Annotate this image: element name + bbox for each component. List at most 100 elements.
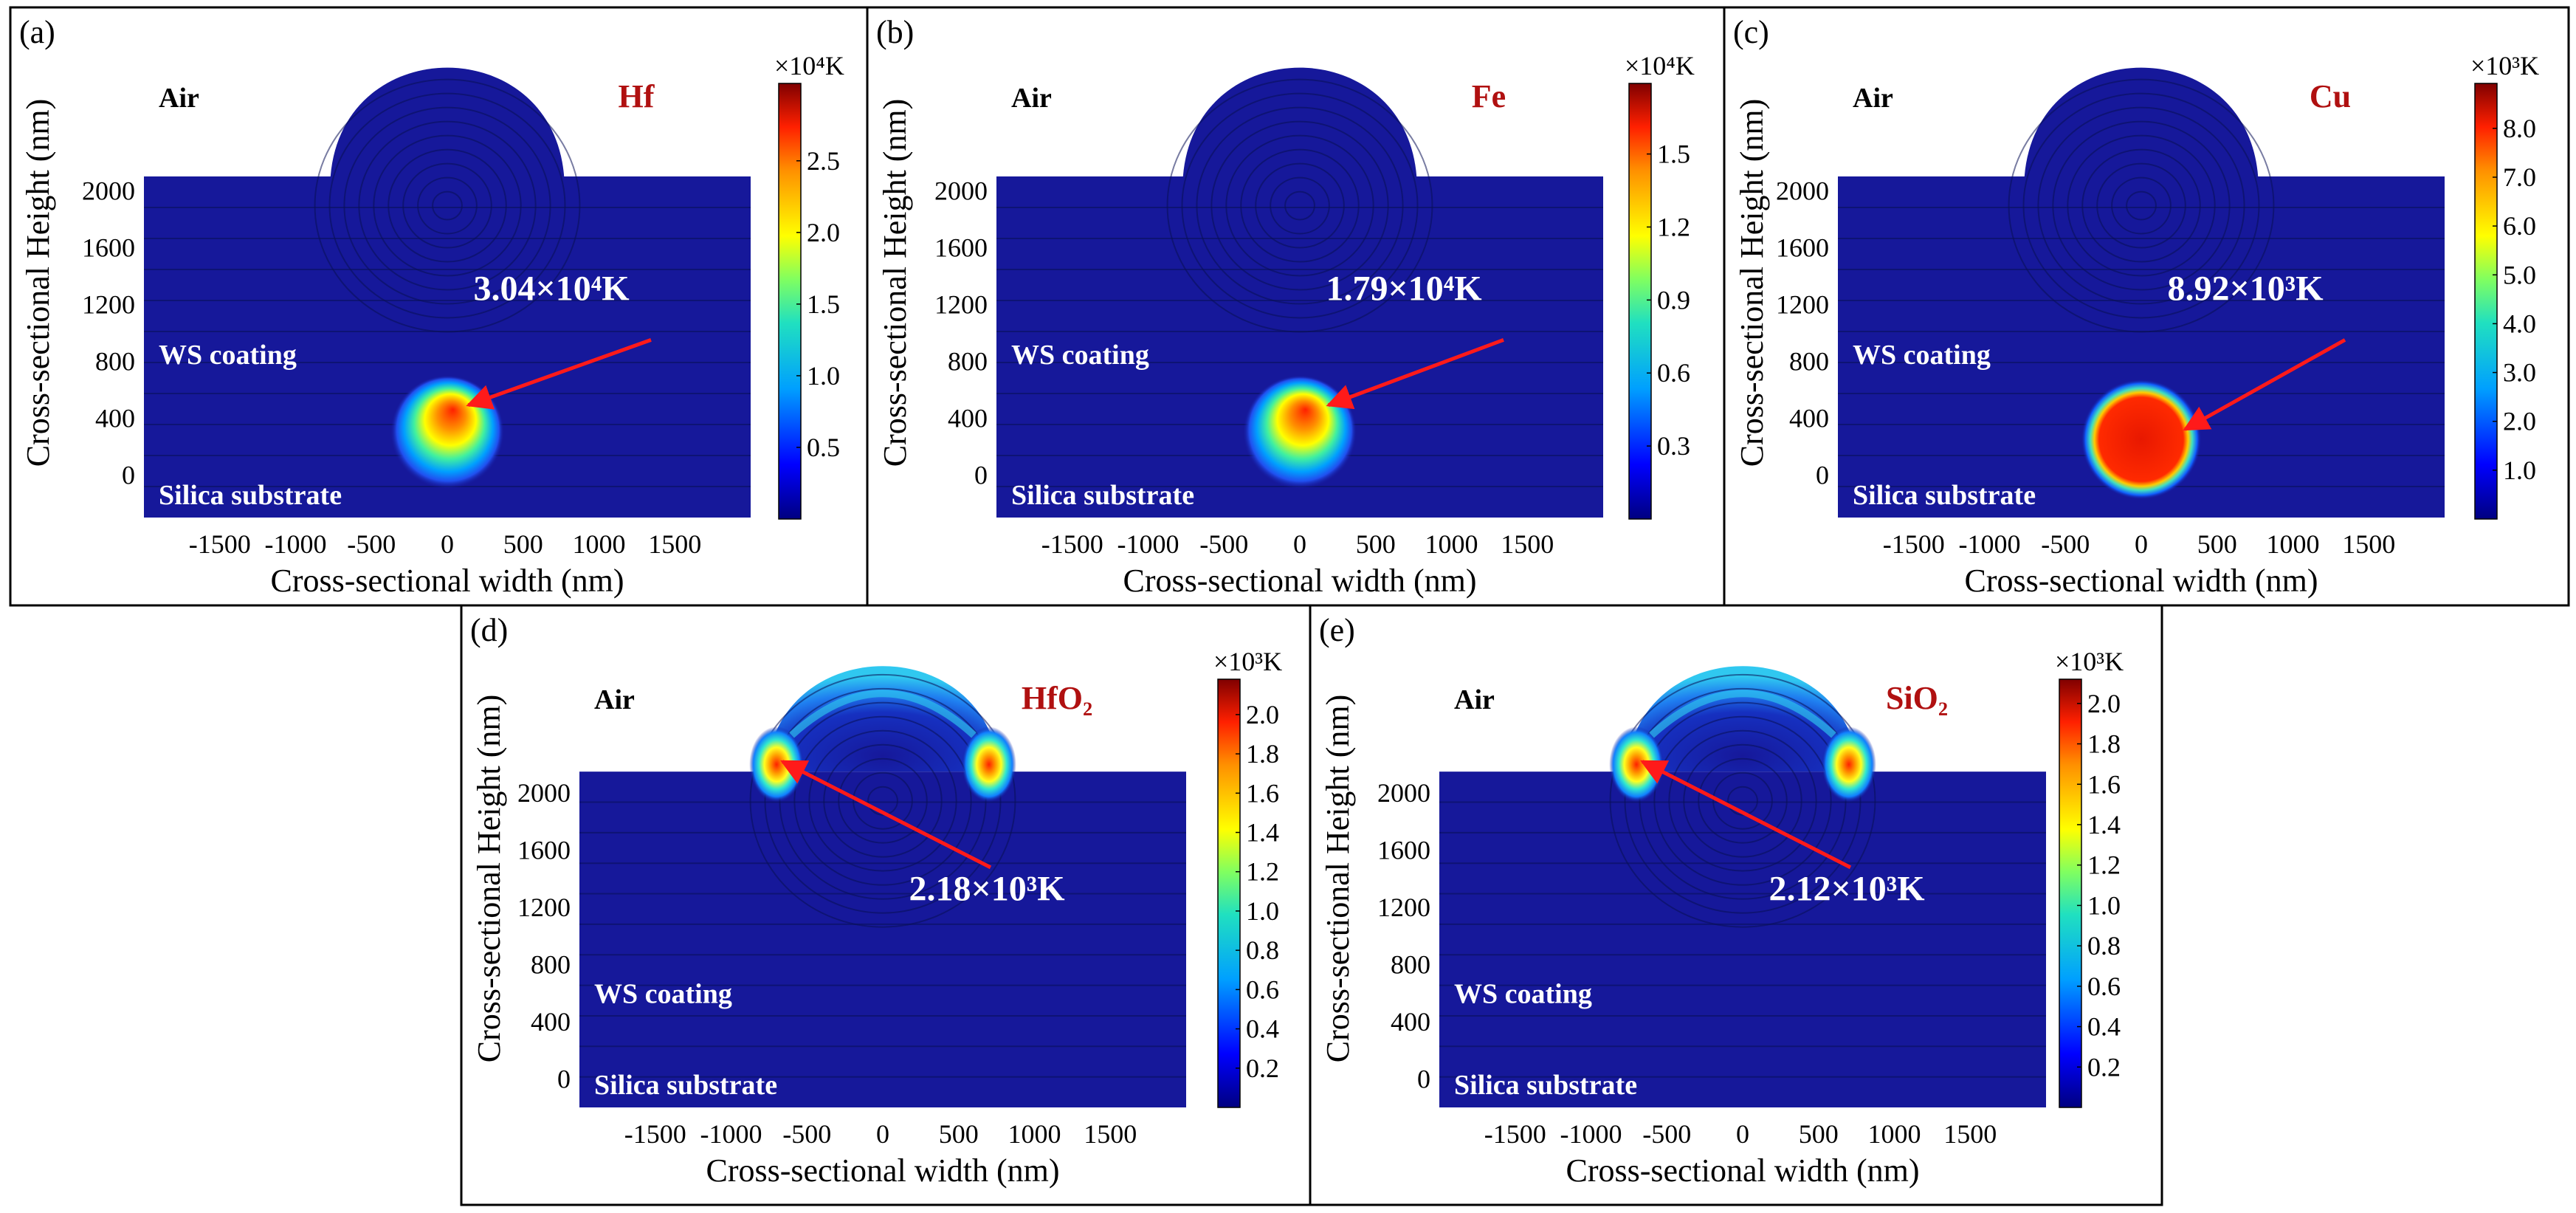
x-tick-label: 1000 [573,529,626,559]
colorbar-tick-label: 2.0 [807,218,840,247]
contour-line [749,673,1016,928]
contour-line [1624,687,1862,914]
region-label-substrate: Silica substrate [1011,480,1194,511]
x-tick-label: -1500 [1041,529,1103,559]
contour-line [1196,106,1404,305]
colorbar-tick-label: 0.4 [1246,1014,1279,1044]
contour-line [1698,757,1788,844]
x-axis-title: Cross-sectional width (nm) [1566,1152,1919,1189]
colorbar-unit: ×10⁴K [1625,51,1695,80]
x-tick-label: 0 [2135,529,2148,559]
region-label-air: Air [594,684,635,715]
colorbar-tick-label: 4.0 [2503,309,2536,338]
y-tick-label: 2000 [517,778,571,808]
coating-region [579,772,1186,1107]
y-tick-label: 1600 [517,836,571,865]
peak-temperature-label: 1.79×10⁴K [1326,269,1481,308]
y-tick-label: 0 [974,460,988,489]
colorbar-unit: ×10⁴K [774,51,844,80]
y-tick-label: 1600 [934,233,988,262]
peak-temperature-label: 3.04×10⁴K [473,269,629,308]
colorbar-unit: ×10³K [1213,647,1282,676]
region-label-substrate: Silica substrate [159,480,342,511]
hotspot-right [961,726,1016,803]
y-axis-title: Cross-sectional Height (nm) [877,99,913,467]
contour-line [853,772,913,830]
x-tick-label: -500 [347,529,396,559]
panel-d: (d) Air WS coating Silica substrate HfO₂ 2.18… [460,604,1312,1206]
contour-line [1609,673,1876,928]
x-tick-label: 1500 [648,529,701,559]
colorbar-tick-label: 0.2 [2087,1052,2121,1082]
contour-line [1255,162,1345,249]
colorbar-tick-label: 0.8 [2087,931,2121,961]
contour-line [373,134,522,277]
colorbar-tick-label: 2.0 [2087,689,2121,718]
plot-area: Air WS coating Silica substrate [1439,664,2046,1107]
contour-line [1270,176,1330,235]
contour-line [1181,92,1419,319]
peak-temperature-label: 8.92×10³K [2167,269,2323,308]
contour-line [838,757,928,844]
x-tick-label: -1000 [1560,1119,1622,1149]
contour-line [1284,190,1315,221]
colorbar-tick-label: 1.2 [1246,857,1279,887]
x-tick-label: -1500 [1883,529,1945,559]
x-tick-label: 1000 [1008,1119,1061,1149]
panel-label: (e) [1319,612,1355,648]
plot-area: Air WS coating Silica substrate [1838,63,2445,518]
panel-label: (c) [1733,14,1769,50]
x-axis-title: Cross-sectional width (nm) [270,563,624,599]
x-tick-label: -1000 [700,1119,762,1149]
dome-defect [765,666,1000,772]
contour-line [2037,106,2245,305]
y-axis-title: Cross-sectional Height (nm) [1320,695,1356,1063]
colorbar-tick-label: 1.6 [1246,778,1279,808]
region-label-coating: WS coating [159,340,297,371]
x-tick-label: 1500 [1943,1119,1997,1149]
x-tick-label: 0 [1736,1119,1749,1149]
y-tick-label: 1200 [934,289,988,319]
y-axis-title: Cross-sectional Height (nm) [471,695,507,1063]
colorbar-tick-label: 0.5 [807,433,840,462]
material-label: Fe [1472,78,1506,114]
y-tick-label: 0 [1417,1064,1430,1093]
colorbar-tick-label: 0.6 [1246,975,1279,1004]
y-tick-label: 1200 [82,289,135,319]
y-tick-label: 0 [122,460,135,489]
x-tick-label: 500 [2197,529,2237,559]
dome-defect [1625,666,1860,772]
colorbar [1217,678,1241,1108]
x-axis-title: Cross-sectional width (nm) [1964,563,2318,599]
x-tick-label: 500 [939,1119,979,1149]
colorbar-tick-label: 1.2 [2087,851,2121,880]
y-tick-label: 1600 [1776,233,1829,262]
x-tick-label: 0 [876,1119,889,1149]
annotation-arrow [780,760,992,870]
y-tick-label: 1600 [1377,836,1430,865]
region-label-air: Air [1454,684,1495,715]
contour-line [343,106,551,305]
region-label-substrate: Silica substrate [1853,480,2036,511]
y-tick-label: 2000 [1377,778,1430,808]
hotspot-left [749,726,805,803]
y-tick-label: 800 [1391,949,1430,979]
contour-line [2052,120,2231,291]
colorbar [2474,83,2498,520]
colorbar [1628,83,1652,520]
x-tick-label: 500 [503,529,543,559]
y-tick-label: 0 [557,1064,571,1093]
region-label-air: Air [159,83,199,114]
contour-line [2126,190,2157,221]
colorbar-tick-label: 1.4 [1246,818,1279,848]
x-tick-label: -1000 [1959,529,2021,559]
x-tick-label: -500 [1642,1119,1691,1149]
colorbar-tick-label: 1.5 [1657,140,1690,169]
x-tick-label: 1000 [2267,529,2320,559]
dome-rim-heat [1649,690,1836,738]
x-tick-label: 1500 [2342,529,2395,559]
contour-line [328,92,566,319]
colorbar-unit: ×10³K [2055,647,2124,676]
y-axis-title: Cross-sectional Height (nm) [1734,99,1770,467]
